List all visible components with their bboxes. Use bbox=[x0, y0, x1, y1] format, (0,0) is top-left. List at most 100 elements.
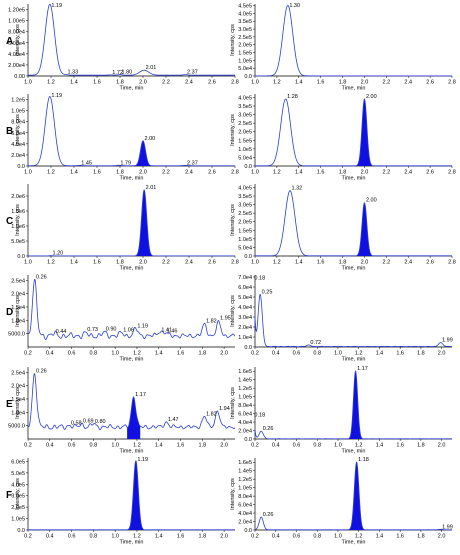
x-tick-label: 2.4 bbox=[404, 260, 412, 266]
x-axis-label: Time, min bbox=[120, 449, 144, 455]
x-tick-label: 1.0 bbox=[251, 260, 259, 266]
y-tick-label: 1.0e5 bbox=[238, 486, 252, 492]
x-tick-label: 1.2 bbox=[355, 351, 363, 357]
y-tick-label: 6.0e4 bbox=[238, 412, 252, 418]
x-tick-label: 0.6 bbox=[293, 534, 301, 540]
peak-label-2.01: 2.01 bbox=[146, 185, 157, 191]
x-tick-label: 2.8 bbox=[231, 260, 239, 266]
y-tick-label: 1.20e5 bbox=[8, 8, 25, 14]
x-tick-label: 2.8 bbox=[448, 260, 456, 266]
y-tick-label: 5.0e4 bbox=[238, 295, 252, 301]
chromatogram-trace bbox=[255, 190, 452, 257]
peak-label-2.01: 2.01 bbox=[146, 65, 157, 71]
peak-label-1.19: 1.19 bbox=[137, 457, 148, 463]
filled-peak-2.00 bbox=[357, 98, 372, 166]
peak-label-0.18: 0.18 bbox=[254, 275, 265, 281]
filled-peak-2.00 bbox=[357, 202, 372, 256]
y-tick-label: 1.0e5 bbox=[11, 109, 25, 115]
y-tick-label: 0.0 bbox=[244, 528, 252, 534]
y-tick-label: 1.0e6 bbox=[11, 224, 25, 230]
chromatogram-trace bbox=[255, 4, 452, 77]
y-tick-label: 4.0e5 bbox=[238, 185, 252, 191]
y-tick-label: 8.0e4 bbox=[238, 494, 252, 500]
y-tick-label: 1.0e5 bbox=[238, 395, 252, 401]
chart-panel-a-left: 0.00 2.00e4 4.00e4 6.00e4 8.00e4 1.00e5 1.20e5… bbox=[8, 3, 239, 92]
y-tick-label: 1.4e5 bbox=[238, 378, 252, 384]
x-tick-label: 1.0 bbox=[24, 80, 32, 86]
chromatogram-trace bbox=[254, 293, 453, 348]
row-label-c: C bbox=[6, 216, 13, 227]
x-tick-label: 1.6 bbox=[93, 260, 101, 266]
peak-label-1.95: 1.95 bbox=[220, 316, 231, 322]
peak-label-2.00: 2.00 bbox=[366, 94, 377, 100]
filled-peak-2.00 bbox=[135, 140, 151, 166]
y-tick-label: 6.0e4 bbox=[238, 285, 252, 291]
y-tick-label: 2.5e5 bbox=[238, 211, 252, 217]
x-tick-label: 2.2 bbox=[162, 260, 170, 266]
x-tick-label: 1.4 bbox=[376, 534, 384, 540]
peak-label-0.69: 0.69 bbox=[83, 419, 94, 425]
x-tick-label: 1.0 bbox=[24, 260, 32, 266]
x-tick-label: 1.0 bbox=[334, 534, 342, 540]
x-axis-label: Time, min bbox=[120, 86, 144, 92]
peak-label-2.00: 2.00 bbox=[366, 198, 377, 204]
x-tick-label: 0.8 bbox=[313, 351, 321, 357]
peak-label-1.41: 1.41 bbox=[161, 328, 172, 334]
y-tick-label: 4.0e4 bbox=[238, 420, 252, 426]
x-tick-label: 1.6 bbox=[396, 443, 404, 449]
y-tick-label: 1.0e5 bbox=[238, 58, 252, 64]
x-tick-label: 2.8 bbox=[231, 170, 239, 176]
peak-label-0.72: 0.72 bbox=[310, 340, 321, 346]
y-tick-label: 1.00e5 bbox=[8, 19, 25, 25]
chart-panel-e-left: 5000.0 1.0e4 1.5e4 2.0e4 2.5e4 0.2 0.4 0.6 0.8 1.… bbox=[8, 367, 236, 455]
y-tick-label: 4.0e5 bbox=[11, 482, 25, 488]
y-axis-label: Intensity, cps bbox=[230, 387, 236, 419]
x-tick-label: 2.8 bbox=[448, 170, 456, 176]
peak-label-2.00: 2.00 bbox=[145, 136, 156, 142]
x-tick-label: 1.4 bbox=[295, 170, 303, 176]
x-tick-label: 2.2 bbox=[383, 80, 391, 86]
chart-panel-f-left: 0.0 1.0e5 2.0e5 3.0e5 4.0e5 5.0e5 6.0e5 0.2 0.4 0… bbox=[11, 457, 235, 546]
y-tick-label: 3.5e5 bbox=[238, 19, 252, 25]
chart-panel-d-right: 0.01.0e42.0e43.0e44.0e45.0e46.0e47.0e40.… bbox=[230, 275, 453, 363]
x-tick-label: 2.6 bbox=[426, 170, 434, 176]
peak-label-1.99: 1.99 bbox=[442, 338, 453, 344]
x-tick-label: 1.8 bbox=[198, 351, 206, 357]
y-tick-label: 4.0e5 bbox=[238, 11, 252, 17]
y-tick-label: 0.0 bbox=[17, 254, 25, 260]
y-tick-label: 1.0e4 bbox=[11, 318, 25, 324]
x-tick-label: 1.2 bbox=[273, 80, 281, 86]
y-axis-label: Intensity, cps bbox=[230, 295, 236, 327]
y-tick-label: 2.5e5 bbox=[238, 121, 252, 127]
y-tick-label: 4.00e4 bbox=[8, 52, 25, 58]
y-tick-label: 5000.0 bbox=[8, 424, 25, 430]
x-tick-label: 0.6 bbox=[68, 443, 76, 449]
x-tick-label: 2.0 bbox=[438, 443, 446, 449]
x-tick-label: 1.6 bbox=[396, 534, 404, 540]
x-tick-label: 1.8 bbox=[116, 260, 124, 266]
y-tick-label: 3.0e5 bbox=[238, 113, 252, 119]
x-tick-label: 1.4 bbox=[295, 80, 303, 86]
peak-label-1.79: 1.79 bbox=[120, 160, 131, 166]
x-tick-label: 1.6 bbox=[396, 351, 404, 357]
x-axis-label: Time, min bbox=[120, 176, 144, 182]
x-tick-label: 1.6 bbox=[177, 443, 185, 449]
y-tick-label: 6.00e4 bbox=[8, 41, 25, 47]
x-tick-label: 0.6 bbox=[293, 351, 301, 357]
y-tick-label: 1.2e5 bbox=[238, 477, 252, 483]
y-tick-label: 3.0e5 bbox=[11, 494, 25, 500]
x-tick-label: 2.8 bbox=[231, 80, 239, 86]
y-tick-label: 7.0e4 bbox=[238, 275, 252, 281]
x-tick-label: 1.0 bbox=[111, 351, 119, 357]
x-tick-label: 1.6 bbox=[93, 80, 101, 86]
x-tick-label: 0.8 bbox=[90, 443, 98, 449]
row-label-e: E bbox=[6, 399, 13, 410]
y-axis-label: Intensity, cps bbox=[230, 24, 236, 56]
x-axis-label: Time, min bbox=[342, 357, 366, 363]
peak-label-1.72: 1.72 bbox=[112, 70, 123, 76]
x-tick-label: 2.2 bbox=[162, 80, 170, 86]
y-tick-label: 2.0e4 bbox=[11, 153, 25, 159]
y-axis-label: Intensity, cps bbox=[15, 295, 21, 327]
y-tick-label: 1.6e5 bbox=[238, 460, 252, 466]
peak-label-0.80: 0.80 bbox=[95, 419, 106, 425]
